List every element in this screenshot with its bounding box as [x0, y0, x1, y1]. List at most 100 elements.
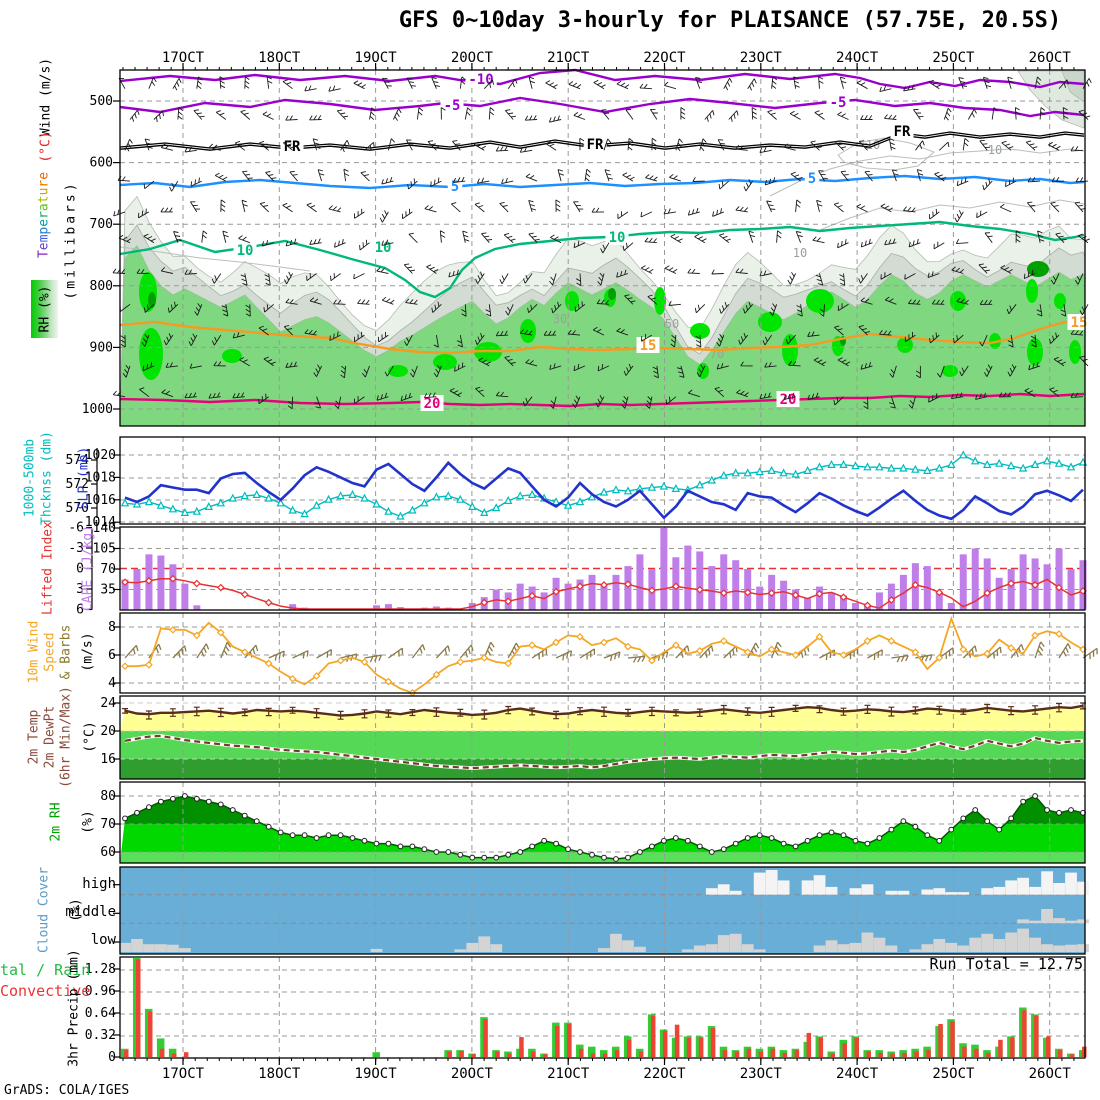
- wind-barb: [573, 240, 586, 249]
- cape-bar: [780, 580, 788, 610]
- wind-barb: [1007, 76, 1014, 89]
- precip-conv-bar: [998, 1039, 1003, 1057]
- day-label-bottom: 25OCT: [932, 1066, 975, 1082]
- wind-barb: [124, 138, 133, 152]
- wind-barb: [795, 199, 801, 212]
- thickness-marker: [372, 499, 381, 508]
- thickness-marker: [863, 462, 872, 471]
- marker-diamond: [240, 590, 249, 599]
- wind-barb: [950, 392, 964, 400]
- wind-barb: [488, 107, 495, 120]
- wind-barb: [408, 232, 418, 244]
- rh2m-marker: [613, 856, 619, 862]
- wind-barb: [208, 143, 221, 151]
- wind-barb: [165, 362, 178, 368]
- contour-label: 20: [424, 396, 441, 412]
- wind-barb: [694, 233, 707, 244]
- wind-barb: [860, 238, 873, 248]
- wind-barb: [261, 240, 274, 247]
- wind-barb: [692, 177, 705, 182]
- rh2m-marker: [409, 843, 416, 850]
- wind-barb: [377, 331, 389, 343]
- wind-barb: [717, 139, 726, 151]
- cloud-bar-high: [813, 875, 826, 895]
- wind-barb: [579, 648, 596, 660]
- cloud-bar-low: [454, 949, 467, 952]
- thickness-marker: [527, 490, 537, 498]
- wind-barb: [129, 109, 140, 122]
- wind-barb: [864, 170, 873, 182]
- rh2m-marker: [373, 840, 380, 847]
- wind-barb: [785, 334, 796, 345]
- wind-barb: [915, 654, 933, 663]
- wind-barb: [743, 179, 754, 192]
- wind-barb: [268, 650, 285, 661]
- cloud-bar-low: [370, 948, 383, 952]
- wind-barb: [244, 76, 250, 89]
- wind-barb: [759, 392, 772, 400]
- rh-blob: [520, 319, 536, 343]
- cloud-bar-high: [1029, 886, 1041, 895]
- wind-barb: [451, 202, 461, 213]
- wind-barb: [328, 205, 342, 213]
- marker-diamond: [145, 660, 153, 669]
- day-label-bottom: 23OCT: [740, 1066, 783, 1082]
- cloud-bar-low: [143, 944, 155, 952]
- wind-barb: [621, 395, 629, 409]
- wind-barb: [818, 170, 828, 182]
- marker-diamond: [863, 601, 872, 610]
- rh2m-marker: [529, 843, 536, 850]
- wind-barb: [449, 387, 463, 398]
- rh2m-marker: [134, 809, 140, 816]
- wind-barb: [343, 168, 350, 182]
- cloud-bar-low: [717, 935, 730, 952]
- wind-barb: [524, 115, 538, 121]
- wind-barb: [807, 392, 820, 401]
- wind-barb: [687, 268, 700, 274]
- p6-tick: 60: [100, 845, 116, 860]
- cape-bar: [840, 595, 847, 610]
- wind-barb: [573, 363, 586, 372]
- wind-barb: [353, 80, 367, 90]
- day-label-bottom: 17OCT: [162, 1066, 205, 1082]
- rh2m-marker: [337, 832, 344, 839]
- precip-conv-bar: [495, 1051, 500, 1057]
- cape-bar: [372, 605, 380, 610]
- cape-bar: [133, 569, 141, 610]
- wind-barb: [959, 365, 969, 377]
- wind-barb: [640, 265, 654, 274]
- cape-bar: [121, 579, 129, 610]
- wind-barb: [1053, 356, 1066, 367]
- wind-barb: [913, 109, 924, 120]
- rh2m-marker: [1020, 798, 1027, 805]
- wind-barb: [955, 238, 969, 245]
- cloud-bar-high: [849, 888, 862, 895]
- wind-barb: [242, 170, 253, 182]
- wind-barb: [764, 362, 777, 368]
- wind-barb: [645, 174, 658, 182]
- marker-diamond: [624, 642, 632, 651]
- wind-barb: [1015, 230, 1021, 243]
- p7-row-label: middle: [65, 904, 116, 920]
- cloud-bar-high: [1065, 872, 1077, 895]
- p5-tick: 20: [100, 724, 116, 739]
- precip-conv-bar: [1046, 1036, 1051, 1057]
- wind-barb: [982, 178, 993, 191]
- wind-barb: [833, 396, 844, 406]
- precip-conv-bar: [758, 1051, 764, 1057]
- contour-label: -5: [444, 98, 461, 114]
- cloud-bar-low: [921, 944, 934, 952]
- marker-diamond: [432, 670, 441, 679]
- wind-barb: [796, 304, 803, 317]
- wind-barb: [433, 364, 442, 378]
- panel-slp-thickness: [120, 437, 1088, 524]
- wind-barb: [258, 393, 269, 405]
- wind-barb: [1058, 643, 1072, 659]
- wind-barb: [908, 396, 916, 409]
- precip-conv-bar: [1058, 1050, 1063, 1057]
- cloud-bar-low: [622, 940, 634, 952]
- wind-barb: [379, 210, 389, 223]
- wind-barb: [891, 169, 899, 182]
- run-total-text: Run Total = 12.75: [929, 955, 1083, 973]
- rh2m-marker: [1044, 807, 1050, 813]
